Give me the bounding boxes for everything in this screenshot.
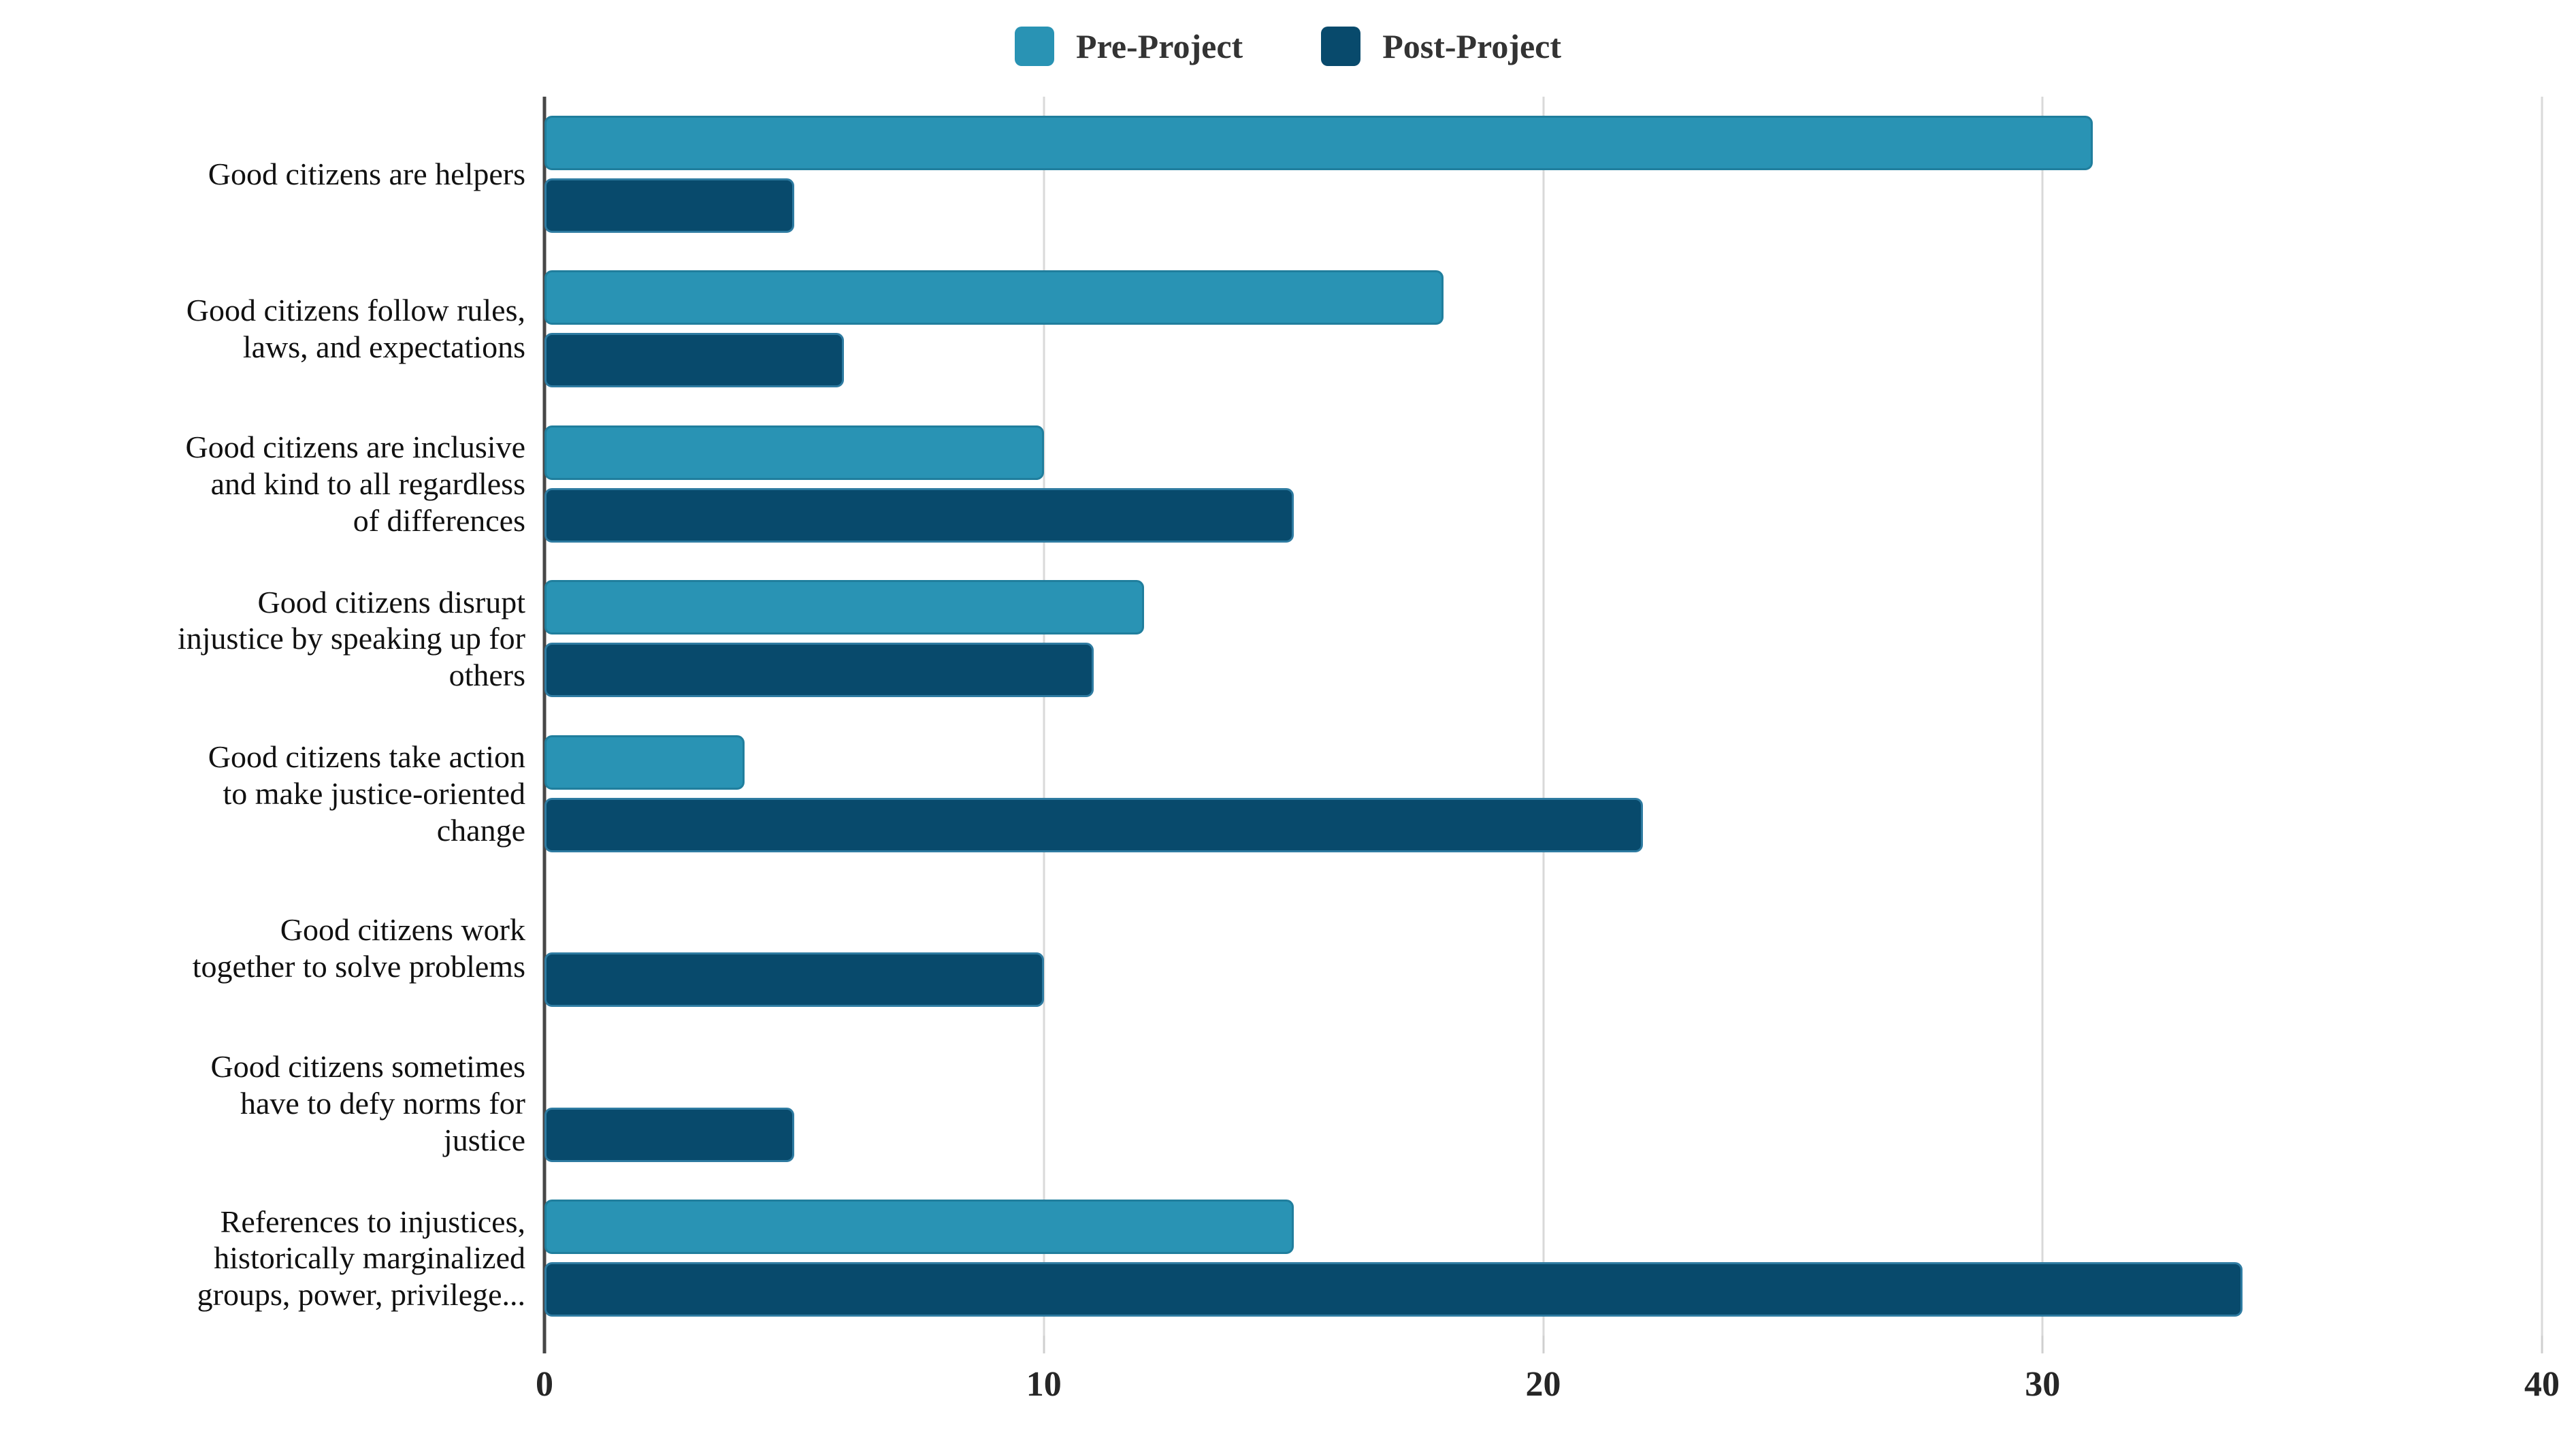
plot-area: 0 10 20 30 40: [536, 97, 2560, 1424]
category-label: References to injustices, historically m…: [197, 1204, 525, 1313]
bar-pre-project: [544, 270, 1444, 325]
bar-pre-project: [544, 735, 745, 790]
bar-group: [544, 97, 2542, 252]
legend-label-pre-project: Pre-Project: [1075, 27, 1243, 65]
gridlines: [542, 97, 2543, 1336]
gridline-10: [1043, 97, 1045, 1336]
post-project-swatch-icon: [1321, 27, 1361, 66]
bar-group: [544, 252, 2542, 407]
bar-group: [544, 1181, 2542, 1336]
category-label: Good citizens disrupt injustice by speak…: [177, 584, 525, 693]
bar-pre-project: [544, 115, 2093, 170]
x-tick-label-20: 20: [1525, 1365, 1561, 1404]
category-label: Good citizens take action to make justic…: [208, 739, 525, 848]
bar-groups: [544, 97, 2542, 1336]
legend-entry-pre-project: Pre-Project: [1014, 27, 1243, 66]
gridline-20: [1542, 97, 1544, 1336]
category-label: Good citizens sometimes have to defy nor…: [210, 1049, 525, 1157]
bar-post-project: [544, 1262, 2243, 1317]
bar-post-project: [544, 952, 1044, 1008]
x-tick-label-10: 10: [1026, 1365, 1062, 1404]
bar-pre-project: [544, 1200, 1294, 1255]
category-label: Good citizens work together to solve pro…: [192, 912, 525, 984]
bar-pre-project: [544, 425, 1044, 480]
bar-post-project: [544, 797, 1644, 852]
x-tick-mark-0: [542, 1336, 547, 1353]
x-tick-label-30: 30: [2025, 1365, 2061, 1404]
bar-group: [544, 716, 2542, 871]
gridline-40: [2541, 97, 2543, 1336]
gridline-30: [2041, 97, 2044, 1336]
bar-post-project: [544, 178, 794, 233]
x-tick-mark-10: [1043, 1336, 1045, 1353]
bar-group: [544, 406, 2542, 562]
bar-post-project: [544, 333, 845, 388]
y-axis-line: [542, 97, 547, 1336]
bar-group: [544, 871, 2542, 1027]
chart-legend: Pre-Project Post-Project: [0, 0, 2576, 78]
category-label: Good citizens follow rules, laws, and ex…: [186, 293, 525, 365]
pre-project-swatch-icon: [1014, 27, 1054, 66]
bar-chart: Good citizens are helpers Good citizens f…: [0, 97, 2576, 1424]
bar-post-project: [544, 643, 1094, 698]
category-labels: Good citizens are helpers Good citizens f…: [0, 97, 544, 1424]
category-label: Good citizens are inclusive and kind to …: [185, 430, 525, 538]
bar-pre-project: [544, 580, 1144, 635]
bar-group: [544, 562, 2542, 717]
x-tick-mark-20: [1542, 1336, 1544, 1353]
x-tick-label-0: 0: [536, 1365, 553, 1404]
legend-label-post-project: Post-Project: [1382, 27, 1562, 65]
x-tick-mark-30: [2041, 1336, 2044, 1353]
legend-entry-post-project: Post-Project: [1321, 27, 1561, 66]
category-label: Good citizens are helpers: [208, 156, 525, 191]
bar-post-project: [544, 487, 1294, 543]
bar-group: [544, 1026, 2542, 1181]
x-axis: 0 10 20 30 40: [536, 1336, 2560, 1424]
bar-post-project: [544, 1107, 794, 1162]
x-tick-label-40: 40: [2524, 1365, 2560, 1404]
x-tick-mark-40: [2541, 1336, 2543, 1353]
